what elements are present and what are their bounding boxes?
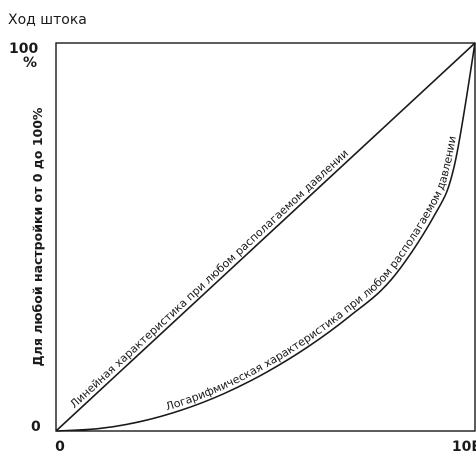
x-tick-label: 0 (55, 439, 65, 454)
y-axis-label: Для любой настройки от 0 до 100% (30, 107, 45, 366)
tick-labels: 0 10В 0 100 (9, 41, 476, 454)
series-lines (55, 42, 476, 432)
linear-series-line (55, 42, 476, 432)
linear-series-label: Линейная характеристика при любом распол… (67, 147, 351, 411)
series-labels: Линейная характеристика при любом распол… (67, 135, 459, 413)
chart-title: Ход штока (8, 12, 87, 28)
y-tick-label: 100 (9, 41, 38, 57)
log-series-line (55, 42, 476, 432)
x-tick-label: 10В (452, 439, 476, 454)
plot-frame (55, 42, 476, 432)
y-unit-label: % (23, 55, 37, 71)
y-tick-label: 0 (31, 419, 41, 435)
